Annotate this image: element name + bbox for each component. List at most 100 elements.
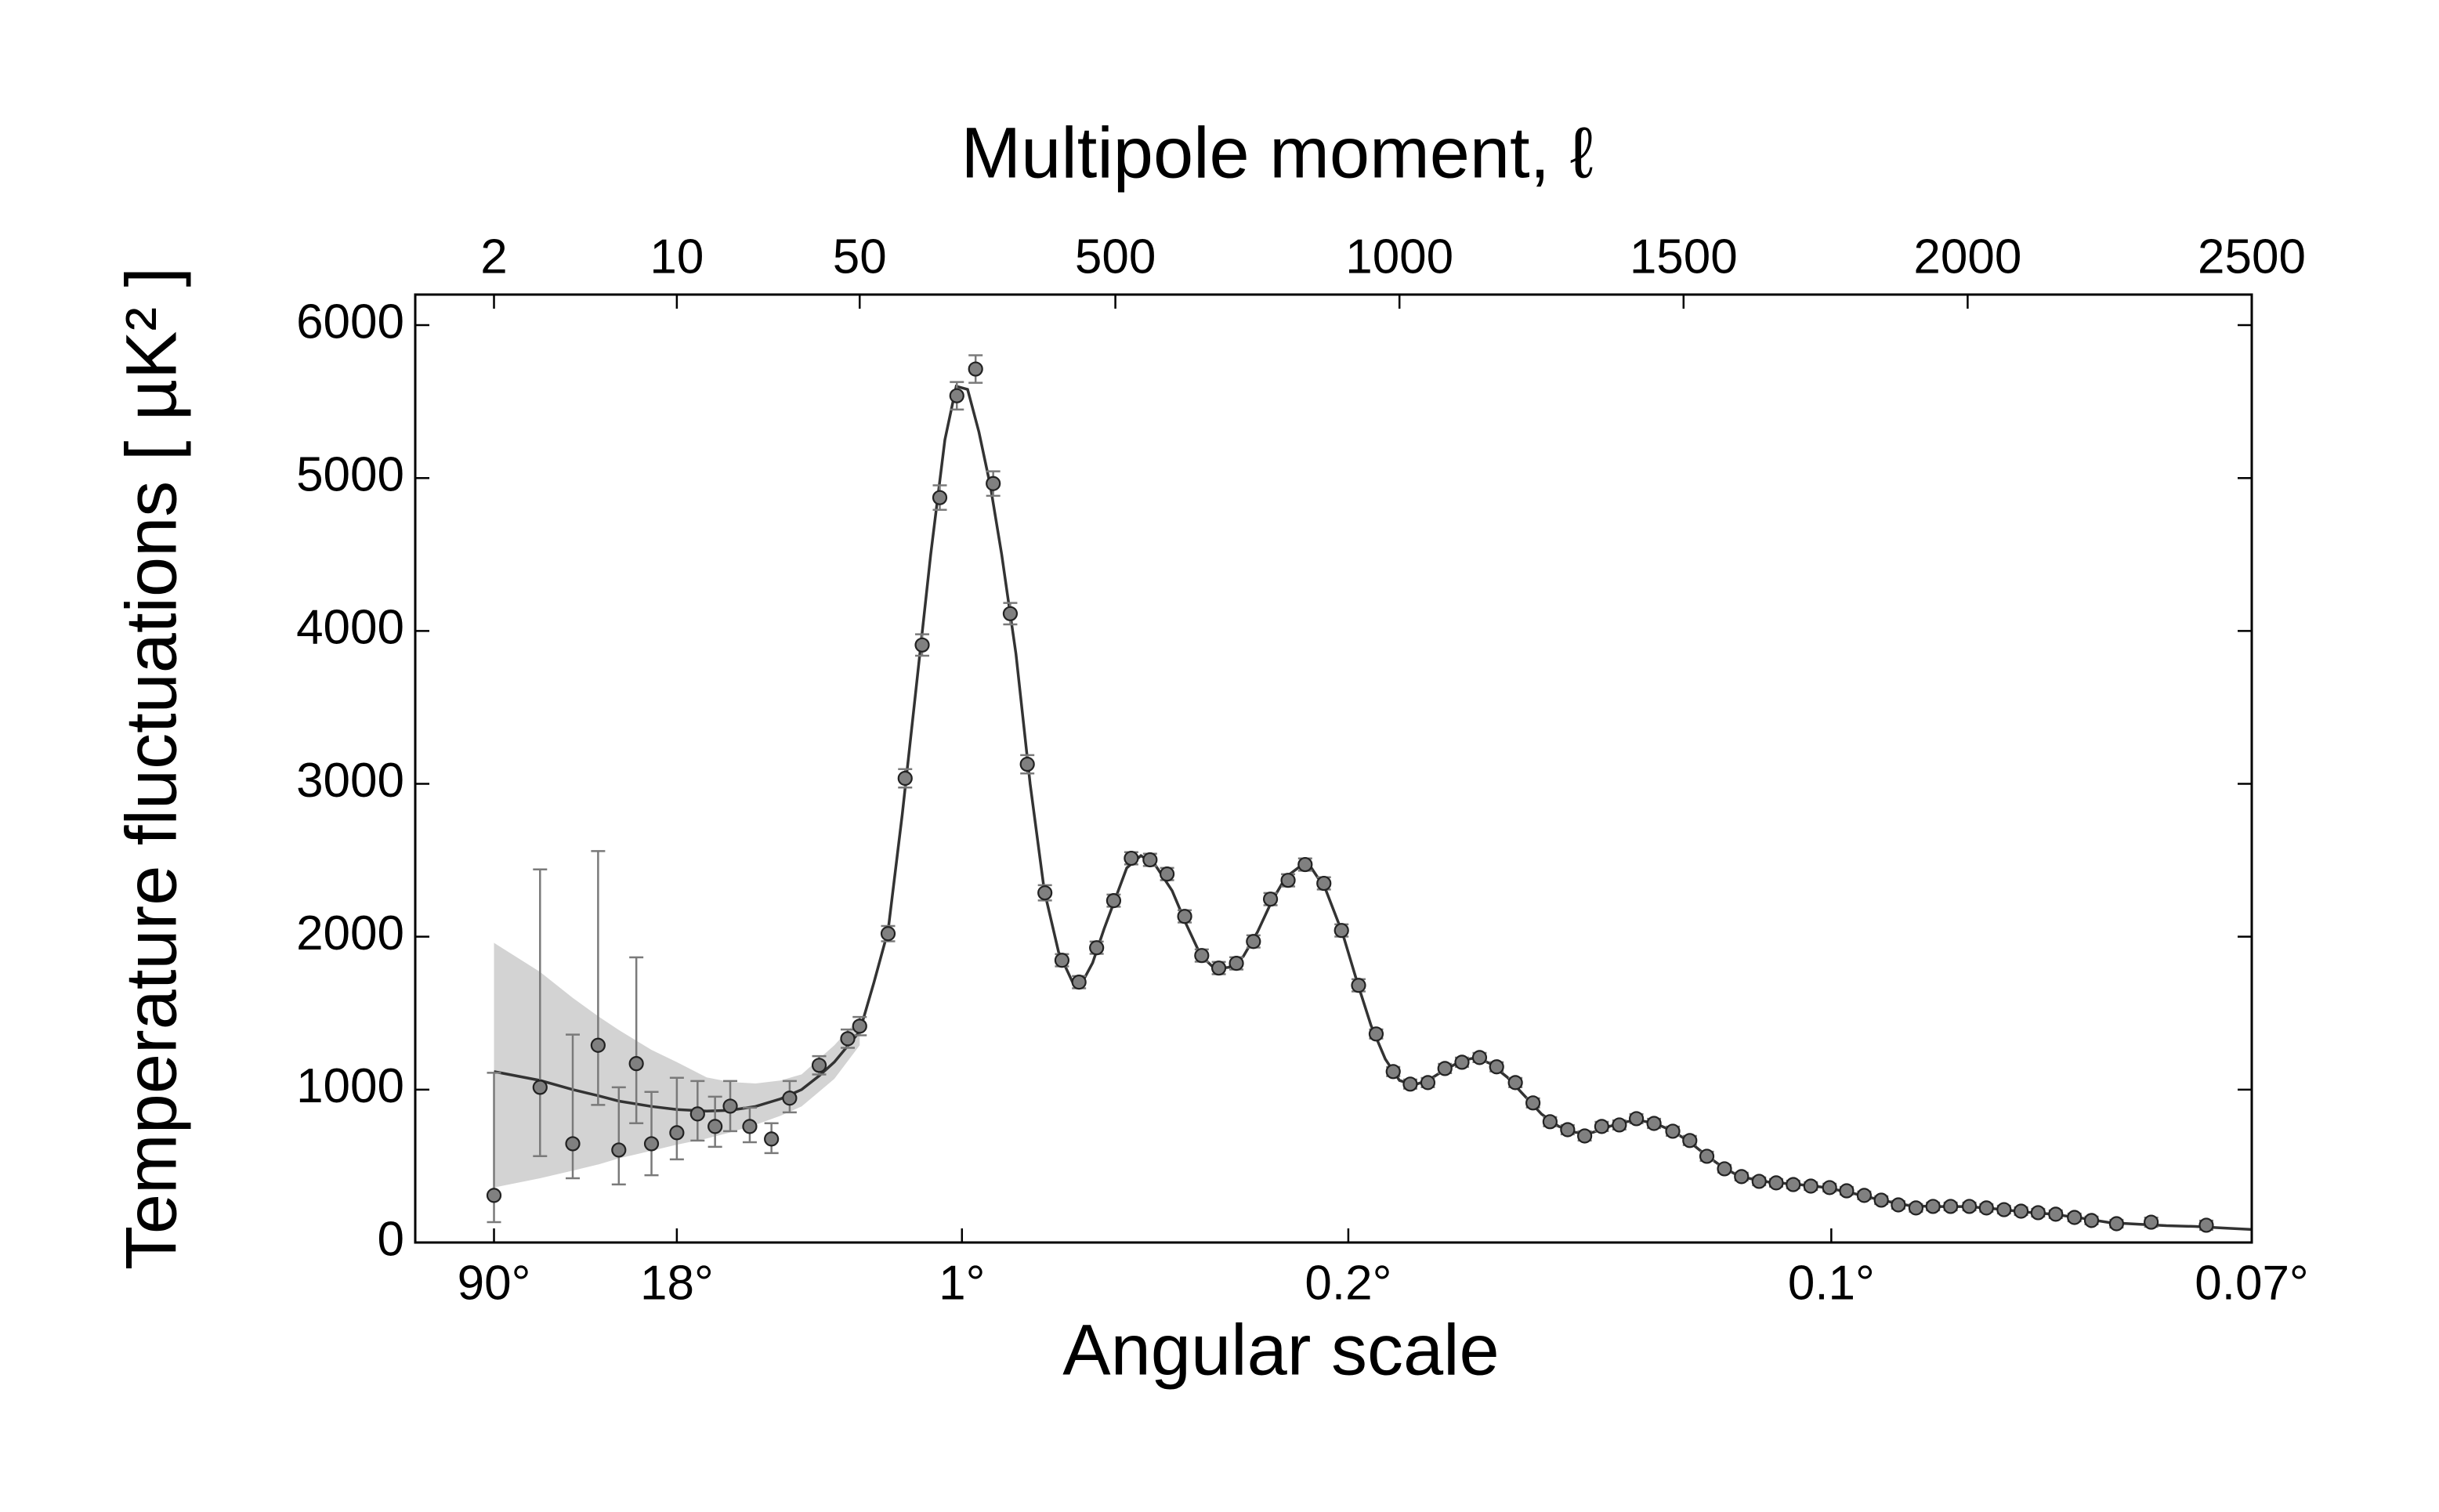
data-point bbox=[1297, 856, 1313, 873]
data-point bbox=[1454, 1054, 1470, 1070]
data-point bbox=[949, 388, 964, 403]
data-point bbox=[1194, 948, 1210, 964]
error-bar bbox=[611, 1086, 626, 1186]
data-point bbox=[1856, 1188, 1873, 1203]
plot-frame bbox=[414, 293, 2253, 1244]
data-point bbox=[1351, 978, 1366, 993]
data-point bbox=[590, 1037, 606, 1053]
x-tick-label: 500 bbox=[1075, 230, 1156, 284]
y-tick-label: 0 bbox=[378, 1212, 404, 1266]
data-point bbox=[1333, 923, 1349, 939]
data-point bbox=[1594, 1119, 1609, 1134]
data-point bbox=[1262, 892, 1279, 907]
data-point bbox=[1803, 1178, 1818, 1194]
data-point bbox=[1368, 1026, 1384, 1042]
data-point bbox=[1577, 1128, 1593, 1144]
data-point bbox=[722, 1098, 738, 1114]
data-point bbox=[1246, 934, 1261, 950]
data-point bbox=[914, 637, 930, 653]
data-point bbox=[486, 1188, 502, 1203]
data-point bbox=[1525, 1095, 1541, 1111]
data-point bbox=[1908, 1200, 1924, 1216]
data-point bbox=[1943, 1199, 1959, 1214]
data-point bbox=[968, 361, 983, 377]
y-tick-label: 6000 bbox=[296, 295, 404, 349]
error-bar bbox=[591, 850, 606, 1106]
data-point bbox=[1542, 1114, 1558, 1130]
error-bar bbox=[533, 868, 548, 1157]
data-point bbox=[986, 476, 1001, 491]
y-tick-label: 3000 bbox=[296, 754, 404, 808]
data-point bbox=[1420, 1075, 1436, 1091]
data-point bbox=[1210, 960, 1227, 976]
data-point bbox=[1402, 1076, 1418, 1092]
data-point bbox=[1891, 1197, 1906, 1213]
data-point bbox=[1142, 852, 1158, 868]
x-tick-label: 2 bbox=[480, 230, 507, 284]
data-point bbox=[1873, 1192, 1889, 1208]
data-point bbox=[1071, 975, 1087, 990]
error-bar bbox=[644, 1091, 659, 1177]
x2-tick-label: 0.2° bbox=[1305, 1256, 1391, 1310]
data-point bbox=[2108, 1216, 2125, 1232]
data-point bbox=[1280, 873, 1296, 888]
error-bar bbox=[629, 956, 644, 1125]
data-point bbox=[1437, 1061, 1453, 1076]
data-point bbox=[2067, 1210, 2083, 1225]
data-point bbox=[1629, 1111, 1645, 1127]
data-point bbox=[643, 1136, 660, 1152]
y-tick-label: 4000 bbox=[296, 601, 404, 655]
x-tick-label: 2500 bbox=[2198, 230, 2306, 284]
data-point bbox=[1019, 756, 1035, 772]
data-point bbox=[1385, 1064, 1401, 1080]
data-point bbox=[852, 1018, 867, 1034]
variance-band bbox=[494, 942, 860, 1188]
data-point bbox=[1734, 1169, 1750, 1185]
data-point bbox=[707, 1119, 723, 1134]
data-point bbox=[1768, 1175, 1784, 1191]
error-bar bbox=[669, 1076, 684, 1161]
data-point bbox=[689, 1106, 705, 1122]
data-point bbox=[1037, 885, 1053, 901]
data-point bbox=[611, 1142, 627, 1158]
data-point bbox=[782, 1091, 798, 1106]
data-point bbox=[1089, 940, 1105, 956]
data-point bbox=[742, 1119, 758, 1134]
data-point bbox=[1682, 1133, 1698, 1148]
top-axis-title: Multipole moment, ℓ bbox=[961, 113, 1594, 193]
data-point bbox=[840, 1031, 856, 1047]
data-point bbox=[1489, 1059, 1504, 1075]
data-point bbox=[1646, 1116, 1662, 1131]
data-point bbox=[1996, 1202, 2012, 1217]
data-point bbox=[932, 490, 948, 505]
data-point bbox=[1839, 1183, 1855, 1199]
data-point bbox=[2030, 1205, 2046, 1221]
data-point bbox=[2198, 1217, 2214, 1233]
data-point bbox=[565, 1136, 581, 1152]
data-point bbox=[1961, 1199, 1978, 1214]
x2-tick-label: 1° bbox=[939, 1256, 985, 1310]
data-point bbox=[2083, 1213, 2100, 1228]
data-point bbox=[1471, 1050, 1488, 1065]
data-point bbox=[1124, 850, 1139, 866]
data-point bbox=[669, 1125, 685, 1141]
x-tick-label: 1000 bbox=[1345, 230, 1453, 284]
data-point bbox=[1978, 1200, 1994, 1216]
x-tick-label: 2000 bbox=[1913, 230, 2021, 284]
data-point bbox=[1612, 1117, 1627, 1133]
data-point bbox=[1822, 1180, 1837, 1195]
data-point bbox=[1665, 1123, 1681, 1139]
data-point bbox=[1106, 893, 1122, 909]
data-point bbox=[1699, 1148, 1715, 1164]
data-points bbox=[486, 354, 2214, 1233]
data-point bbox=[1054, 953, 1070, 968]
x2-tick-label: 90° bbox=[458, 1256, 531, 1310]
y-axis-title: Temperature fluctuations [ µK² ] bbox=[111, 267, 191, 1270]
data-point bbox=[1925, 1199, 1941, 1214]
data-point bbox=[1316, 875, 1332, 892]
data-point bbox=[1717, 1161, 1732, 1177]
data-point bbox=[2048, 1206, 2064, 1222]
y-tick-label: 1000 bbox=[296, 1059, 404, 1113]
y-tick-label: 2000 bbox=[296, 906, 404, 960]
